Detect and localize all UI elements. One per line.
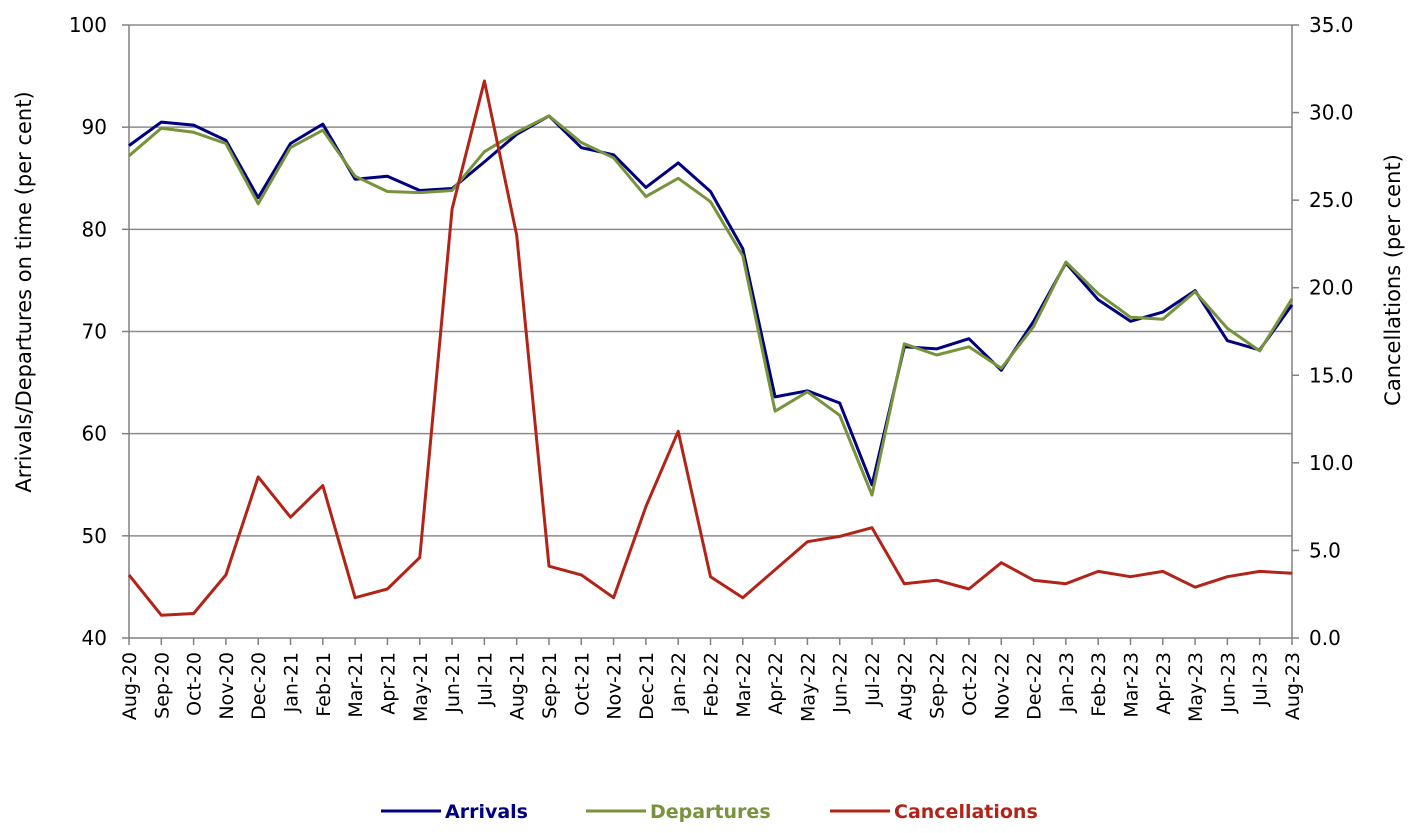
- y-left-tick-label: 70: [82, 320, 107, 344]
- x-tick-label: May-21: [410, 652, 432, 722]
- x-tick-label: Sep-22: [927, 652, 949, 719]
- series-line-departures: [128, 114, 1294, 497]
- x-tick-label: May-23: [1185, 652, 1207, 722]
- y-left-tick-label: 40: [82, 626, 107, 650]
- y-axis-right-title: Cancellations (per cent): [1381, 154, 1405, 406]
- y-left-tick-label: 100: [69, 13, 107, 37]
- gridlines: [129, 24, 1292, 537]
- legend-item-departures: Departures: [586, 801, 771, 823]
- x-tick-label: Jan-22: [668, 652, 690, 713]
- x-tick-label: Aug-23: [1282, 652, 1304, 720]
- y-right-tick-label: 35.0: [1309, 13, 1354, 37]
- y-right-tick-label: 15.0: [1309, 363, 1354, 387]
- x-tick-label: Jul-22: [862, 652, 884, 707]
- y-left-tick-label: 50: [82, 524, 107, 548]
- x-tick-label: Nov-22: [991, 652, 1013, 720]
- x-tick-label: Apr-22: [765, 652, 787, 715]
- x-tick-label: Feb-22: [701, 652, 723, 717]
- x-tick-label: Jul-21: [474, 652, 496, 707]
- x-tick-label: Mar-22: [733, 652, 755, 718]
- x-tick-label: Jan-23: [1056, 652, 1078, 713]
- x-tick-label: Oct-22: [959, 652, 981, 716]
- x-tick-label: Apr-21: [377, 652, 399, 715]
- y-axis-right-ticks: 0.0 5.0 10.0 15.0 20.0 25.0 30.0 35.0: [1292, 13, 1354, 650]
- y-axis-left-ticks: 40 50 60 70 80 90 100: [69, 13, 129, 650]
- x-tick-label: Mar-21: [345, 652, 367, 718]
- x-tick-label: Aug-21: [507, 652, 529, 720]
- y-right-tick-label: 5.0: [1309, 538, 1341, 562]
- legend-label-cancellations: Cancellations: [894, 801, 1038, 823]
- x-tick-label: Jul-23: [1250, 652, 1272, 707]
- x-tick-label: Dec-22: [1024, 652, 1046, 720]
- x-axis-ticks: Aug-20 Sep-20 Oct-20 Nov-20 Dec-20 Jan-21 Feb-…: [119, 638, 1304, 722]
- x-tick-label: May-22: [797, 652, 819, 722]
- y-right-tick-label: 20.0: [1309, 276, 1354, 300]
- x-tick-label: Nov-21: [604, 652, 626, 720]
- y-right-tick-label: 30.0: [1309, 101, 1354, 125]
- x-tick-label: Apr-23: [1153, 652, 1175, 715]
- y-right-tick-label: 10.0: [1309, 451, 1354, 475]
- legend-label-departures: Departures: [650, 801, 771, 823]
- y-right-tick-label: 0.0: [1309, 626, 1341, 650]
- y-right-tick-label: 25.0: [1309, 188, 1354, 212]
- series-lines: [127, 79, 1294, 617]
- y-left-tick-label: 90: [82, 115, 107, 139]
- x-tick-label: Nov-20: [216, 652, 238, 720]
- y-left-tick-label: 80: [82, 217, 107, 241]
- legend-item-arrivals: Arrivals: [381, 801, 528, 823]
- y-axis-left-title: Arrivals/Departures on time (per cent): [12, 91, 36, 492]
- x-tick-label: Mar-23: [1120, 652, 1142, 718]
- x-tick-label: Feb-23: [1088, 652, 1110, 717]
- x-tick-label: Jun-22: [830, 652, 852, 714]
- series-line-arrivals: [128, 114, 1294, 487]
- x-tick-label: Jun-21: [442, 652, 464, 714]
- x-tick-label: Jun-23: [1217, 652, 1239, 714]
- x-tick-label: Aug-22: [894, 652, 916, 720]
- x-tick-label: Dec-20: [248, 652, 270, 720]
- x-tick-label: Sep-20: [151, 652, 173, 719]
- x-tick-label: Aug-20: [119, 652, 141, 720]
- series-line-cancellations: [127, 79, 1293, 617]
- x-tick-label: Feb-21: [313, 652, 335, 717]
- x-tick-label: Dec-21: [636, 652, 658, 720]
- x-tick-label: Jan-21: [281, 652, 303, 713]
- x-tick-label: Oct-20: [184, 652, 206, 716]
- legend: Arrivals Departures Cancellations: [381, 801, 1038, 823]
- legend-label-arrivals: Arrivals: [445, 801, 528, 823]
- legend-item-cancellations: Cancellations: [830, 801, 1038, 823]
- y-left-tick-label: 60: [82, 422, 107, 446]
- x-tick-label: Sep-21: [539, 652, 561, 719]
- x-tick-label: Oct-21: [571, 652, 593, 716]
